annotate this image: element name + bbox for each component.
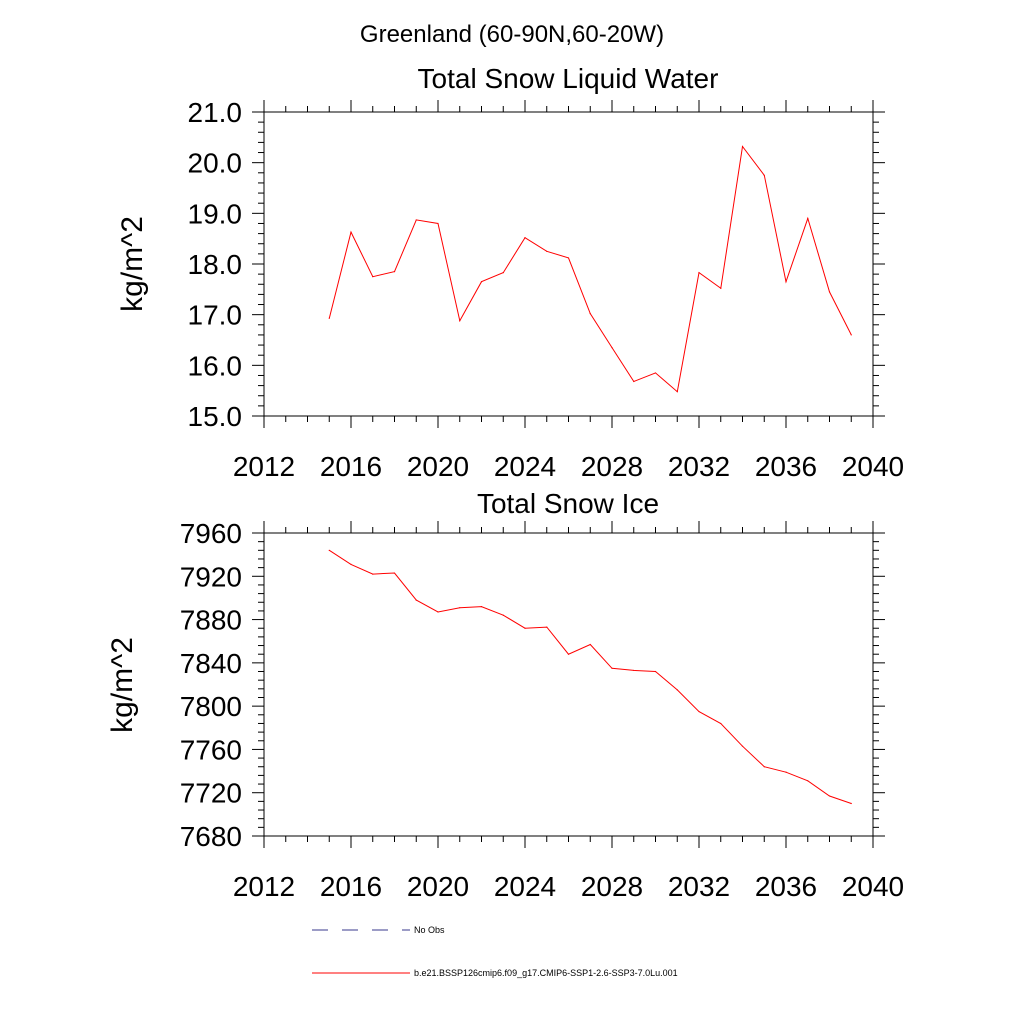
data-point	[480, 281, 483, 283]
data-point	[720, 287, 722, 289]
x-tick-label: 2036	[755, 451, 817, 482]
x-tick-label: 2016	[320, 451, 382, 482]
data-point	[698, 272, 700, 274]
data-point	[437, 222, 439, 225]
y-tick-label: 21.0	[188, 97, 243, 128]
x-tick-label: 2020	[407, 871, 469, 902]
data-point	[567, 653, 570, 655]
data-point	[785, 771, 787, 773]
data-point	[393, 271, 396, 273]
y-tick-label: 18.0	[188, 249, 243, 280]
data-point	[850, 802, 852, 805]
x-tick-label: 2024	[494, 871, 556, 902]
data-point	[654, 670, 657, 673]
data-point	[763, 766, 765, 768]
x-tick-label: 2032	[668, 451, 730, 482]
data-point	[828, 795, 831, 797]
data-point	[415, 219, 417, 221]
y-tick-label: 19.0	[188, 198, 243, 229]
data-point	[372, 573, 374, 575]
panel-snow-liquid-water: Total Snow Liquid Water kg/m^2 2012 2016 2…	[116, 63, 904, 482]
y-tick-label: 7680	[180, 821, 242, 852]
data-point	[567, 257, 570, 259]
data-point	[437, 611, 439, 613]
data-point	[654, 372, 657, 374]
data-point	[459, 320, 461, 322]
y-axis-label: kg/m^2	[116, 216, 149, 312]
y-tick-label: 7880	[180, 605, 242, 636]
y-tick-label: 16.0	[188, 350, 243, 381]
x-tick-label: 2012	[233, 451, 295, 482]
data-point	[611, 667, 613, 669]
data-point	[502, 614, 504, 616]
y-tick-label: 7960	[180, 518, 242, 549]
x-tick-label: 2040	[842, 871, 904, 902]
data-point	[785, 281, 787, 283]
data-point	[698, 710, 700, 713]
chart-title: Total Snow Liquid Water	[418, 63, 719, 94]
x-tick-label: 2040	[842, 451, 904, 482]
data-point	[459, 607, 461, 609]
data-point	[415, 599, 417, 601]
data-point	[633, 669, 635, 672]
data-point	[328, 549, 330, 551]
plot-frame	[263, 532, 874, 837]
data-point	[502, 272, 504, 274]
plot-frame	[263, 111, 874, 417]
data-point	[546, 250, 548, 252]
data-point	[589, 643, 591, 646]
panel-snow-ice: Total Snow Ice kg/m^2 2012 2016 2020 2024 20…	[106, 488, 904, 902]
x-tick-label: 2016	[320, 871, 382, 902]
data-point	[524, 627, 526, 629]
data-point	[741, 145, 744, 148]
data-point	[546, 626, 548, 628]
data-point	[676, 391, 678, 393]
y-tick-label: 17.0	[188, 300, 243, 331]
data-point	[372, 276, 374, 278]
data-point	[393, 572, 396, 574]
data-point	[350, 563, 352, 565]
data-point	[611, 347, 613, 349]
y-tick-label: 7840	[180, 648, 242, 679]
chart-title: Total Snow Ice	[477, 488, 659, 519]
y-tick-label: 7920	[180, 561, 242, 592]
y-tick-label: 7760	[180, 734, 242, 765]
data-point	[589, 313, 591, 315]
data-point	[807, 217, 809, 219]
x-tick-label: 2028	[581, 451, 643, 482]
data-point	[328, 317, 330, 319]
y-tick-label: 20.0	[188, 148, 243, 179]
data-point	[850, 334, 852, 336]
x-tick-label: 2024	[494, 451, 556, 482]
y-tick-label: 7800	[180, 691, 242, 722]
data-point	[741, 745, 744, 747]
data-point	[480, 605, 483, 608]
data-point	[676, 689, 678, 691]
series-line	[328, 145, 852, 393]
data-point	[633, 380, 635, 383]
data-point	[807, 780, 809, 782]
legend: No Obs b.e21.BSSP126cmip6.f09_g17.CMIP6-…	[312, 925, 678, 978]
data-point	[763, 174, 765, 176]
legend-label-model: b.e21.BSSP126cmip6.f09_g17.CMIP6-SSP1-2.…	[414, 968, 678, 978]
x-tick-label: 2028	[581, 871, 643, 902]
data-point	[720, 722, 722, 725]
x-tick-label: 2020	[407, 451, 469, 482]
y-tick-label: 7720	[180, 778, 242, 809]
x-tick-label: 2032	[668, 871, 730, 902]
series-line	[329, 549, 852, 804]
data-point	[524, 237, 526, 239]
x-tick-label: 2036	[755, 871, 817, 902]
data-point	[350, 231, 352, 233]
figure-title: Greenland (60-90N,60-20W)	[360, 21, 664, 48]
data-point	[828, 291, 831, 293]
x-tick-label: 2012	[233, 871, 295, 902]
y-tick-label: 15.0	[188, 401, 243, 432]
y-axis-label: kg/m^2	[106, 637, 139, 733]
legend-label-no-obs: No Obs	[414, 925, 445, 935]
